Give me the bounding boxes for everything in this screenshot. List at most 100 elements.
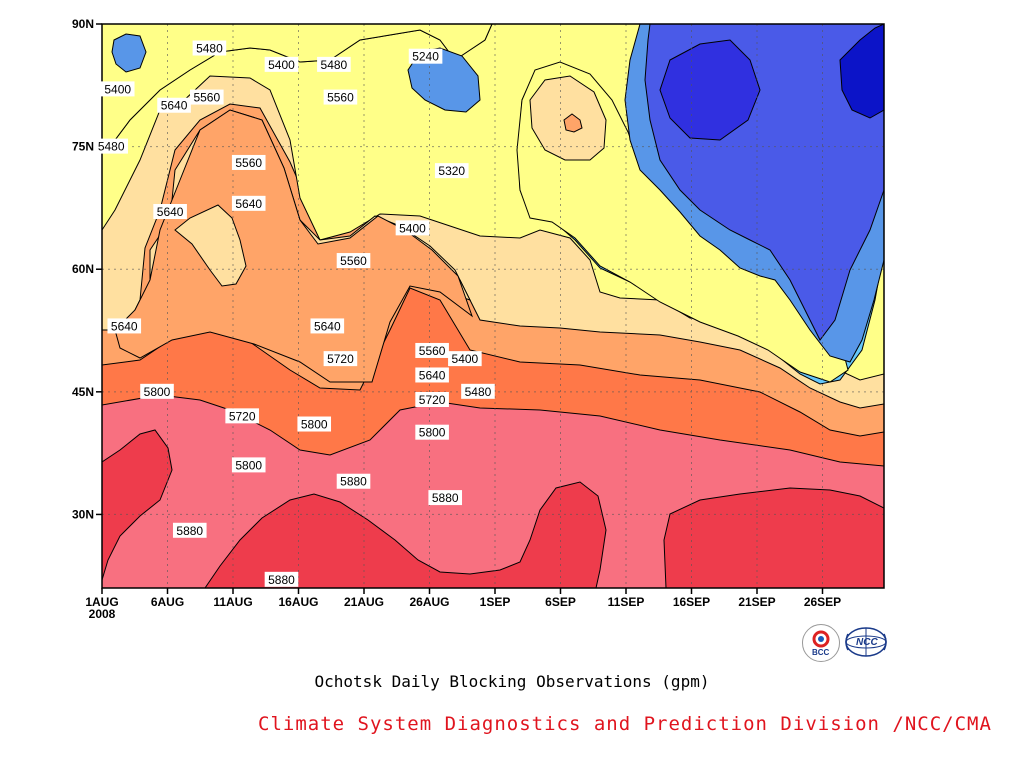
contour-label-text: 5880 bbox=[268, 573, 295, 587]
x-tick-label: 1SEP bbox=[480, 595, 511, 609]
contour-label-box bbox=[192, 40, 227, 56]
hot-5960-left bbox=[102, 429, 173, 581]
contour-label-box bbox=[231, 457, 266, 473]
contour-label-box bbox=[336, 253, 371, 269]
contour-fields bbox=[102, 24, 884, 588]
contour-label: 5800 bbox=[231, 457, 266, 473]
contour-label-box bbox=[461, 383, 495, 399]
contour-label: 5400 bbox=[395, 220, 430, 236]
island-5400-aug bbox=[111, 33, 147, 73]
contour-label-text: 5560 bbox=[419, 344, 446, 358]
y-tick-label: 75N bbox=[72, 140, 94, 154]
contour-label-box bbox=[297, 416, 332, 432]
x-tick-label: 16AUG bbox=[278, 595, 318, 609]
credit-line: Climate System Diagnostics and Predictio… bbox=[258, 713, 992, 735]
contour-label: 5880 bbox=[264, 571, 299, 587]
contour-label: 5560 bbox=[190, 89, 224, 105]
contour-label: 5480 bbox=[461, 383, 495, 399]
contour-label-text: 5480 bbox=[98, 140, 125, 154]
x-axis: 1AUG 6AUG 11AUG 16AUG 21AUG 26AUG 1SEP 6SEP 11SE… bbox=[85, 588, 841, 609]
contour-label-box bbox=[415, 424, 449, 440]
contour-label-box bbox=[264, 571, 299, 587]
x-year-label: 2008 bbox=[89, 607, 116, 621]
contour-label-box bbox=[140, 383, 174, 399]
x-tick-label: 16SEP bbox=[673, 595, 710, 609]
contour-label-box bbox=[153, 204, 187, 219]
x-tick-label: 21SEP bbox=[738, 595, 775, 609]
contour-label: 5560 bbox=[323, 89, 358, 105]
contour-label-text: 5640 bbox=[111, 319, 138, 333]
contour-label-text: 5560 bbox=[327, 91, 354, 105]
core-5240 bbox=[659, 39, 761, 141]
contour-label-text: 5400 bbox=[268, 58, 295, 72]
contour-label: 5480 bbox=[317, 56, 351, 72]
contour-label: 5320 bbox=[434, 163, 469, 179]
ncc-logo-text: NCC bbox=[856, 637, 878, 648]
contour-label: 5400 bbox=[448, 351, 482, 367]
contour-label-text: 5800 bbox=[144, 385, 171, 399]
contour-label-text: 5640 bbox=[157, 205, 184, 219]
contour-label-text: 5880 bbox=[432, 491, 459, 505]
contour-label-box bbox=[225, 408, 259, 424]
island-5720-sep bbox=[563, 113, 583, 133]
contour-labels: 5480 5400 5560 5640 5480 5400 5480 5560 5240 5320… bbox=[94, 40, 495, 587]
hot-5960-sep bbox=[663, 487, 884, 588]
contour-label-box bbox=[231, 154, 266, 170]
contour-label: 5480 bbox=[192, 40, 227, 56]
contour-label-text: 5560 bbox=[235, 156, 262, 170]
contour-label-box bbox=[395, 220, 430, 236]
contour-label: 5560 bbox=[336, 253, 371, 269]
contour-label-text: 5720 bbox=[229, 409, 256, 423]
bcc-logo: BCC bbox=[802, 624, 840, 662]
contour-label-text: 5480 bbox=[465, 385, 492, 399]
x-tick-label: 11AUG bbox=[213, 595, 252, 609]
contour-label: 5560 bbox=[231, 154, 266, 170]
contour-label-text: 5240 bbox=[412, 50, 439, 64]
contour-label: 5400 bbox=[100, 81, 135, 97]
ncc-logo: NCC bbox=[845, 624, 887, 660]
contour-label-box bbox=[317, 56, 351, 72]
x-tick-label: 6AUG bbox=[151, 595, 184, 609]
contour-label-text: 5800 bbox=[235, 458, 262, 472]
y-axis: 30N 45N 60N 75N 90N bbox=[72, 17, 102, 521]
contour-label-text: 5880 bbox=[176, 524, 203, 538]
contour-label-box bbox=[415, 367, 449, 383]
contour-label-box bbox=[157, 97, 191, 113]
contour-label-box bbox=[190, 89, 224, 105]
contour-label-box bbox=[415, 392, 449, 407]
x-tick-label: 6SEP bbox=[545, 595, 576, 609]
x-tick-label: 26AUG bbox=[409, 595, 449, 609]
contour-label: 5880 bbox=[428, 490, 463, 506]
contour-label: 5800 bbox=[415, 424, 449, 440]
contour-label-box bbox=[448, 351, 482, 367]
x-tick-label: 21AUG bbox=[344, 595, 384, 609]
contour-label-text: 5560 bbox=[340, 254, 367, 268]
contour-label-text: 5480 bbox=[321, 58, 348, 72]
contour-label: 5880 bbox=[172, 522, 207, 538]
contour-label: 5640 bbox=[157, 97, 191, 113]
contour-label: 5720 bbox=[323, 351, 358, 367]
y-tick-label: 60N bbox=[72, 262, 94, 276]
contour-label-text: 5640 bbox=[161, 99, 188, 113]
island-5720-aug bbox=[114, 109, 474, 383]
contour-label-text: 5400 bbox=[399, 221, 426, 235]
contour-label: 5720 bbox=[225, 408, 259, 424]
contour-label: 5800 bbox=[297, 416, 332, 432]
contour-label: 5560 bbox=[415, 342, 449, 358]
core-5160 bbox=[839, 24, 884, 119]
island-5640-small bbox=[174, 204, 247, 287]
hot-5960-aug bbox=[204, 481, 607, 588]
contour-label: 5240 bbox=[408, 48, 443, 64]
contour-label-text: 5560 bbox=[193, 91, 220, 105]
contour-label-text: 5640 bbox=[419, 368, 446, 382]
contour-label-box bbox=[231, 195, 266, 211]
contour-label-box bbox=[172, 522, 207, 538]
contour-label: 5880 bbox=[336, 473, 371, 489]
x-tick-label: 11SEP bbox=[608, 595, 645, 609]
contour-label: 5400 bbox=[264, 56, 299, 72]
contour-label-box bbox=[323, 89, 358, 105]
contour-label-text: 5800 bbox=[301, 418, 328, 432]
contour-label-box bbox=[408, 48, 443, 64]
contour-label-box bbox=[100, 81, 135, 97]
contour-label: 5640 bbox=[415, 367, 449, 383]
